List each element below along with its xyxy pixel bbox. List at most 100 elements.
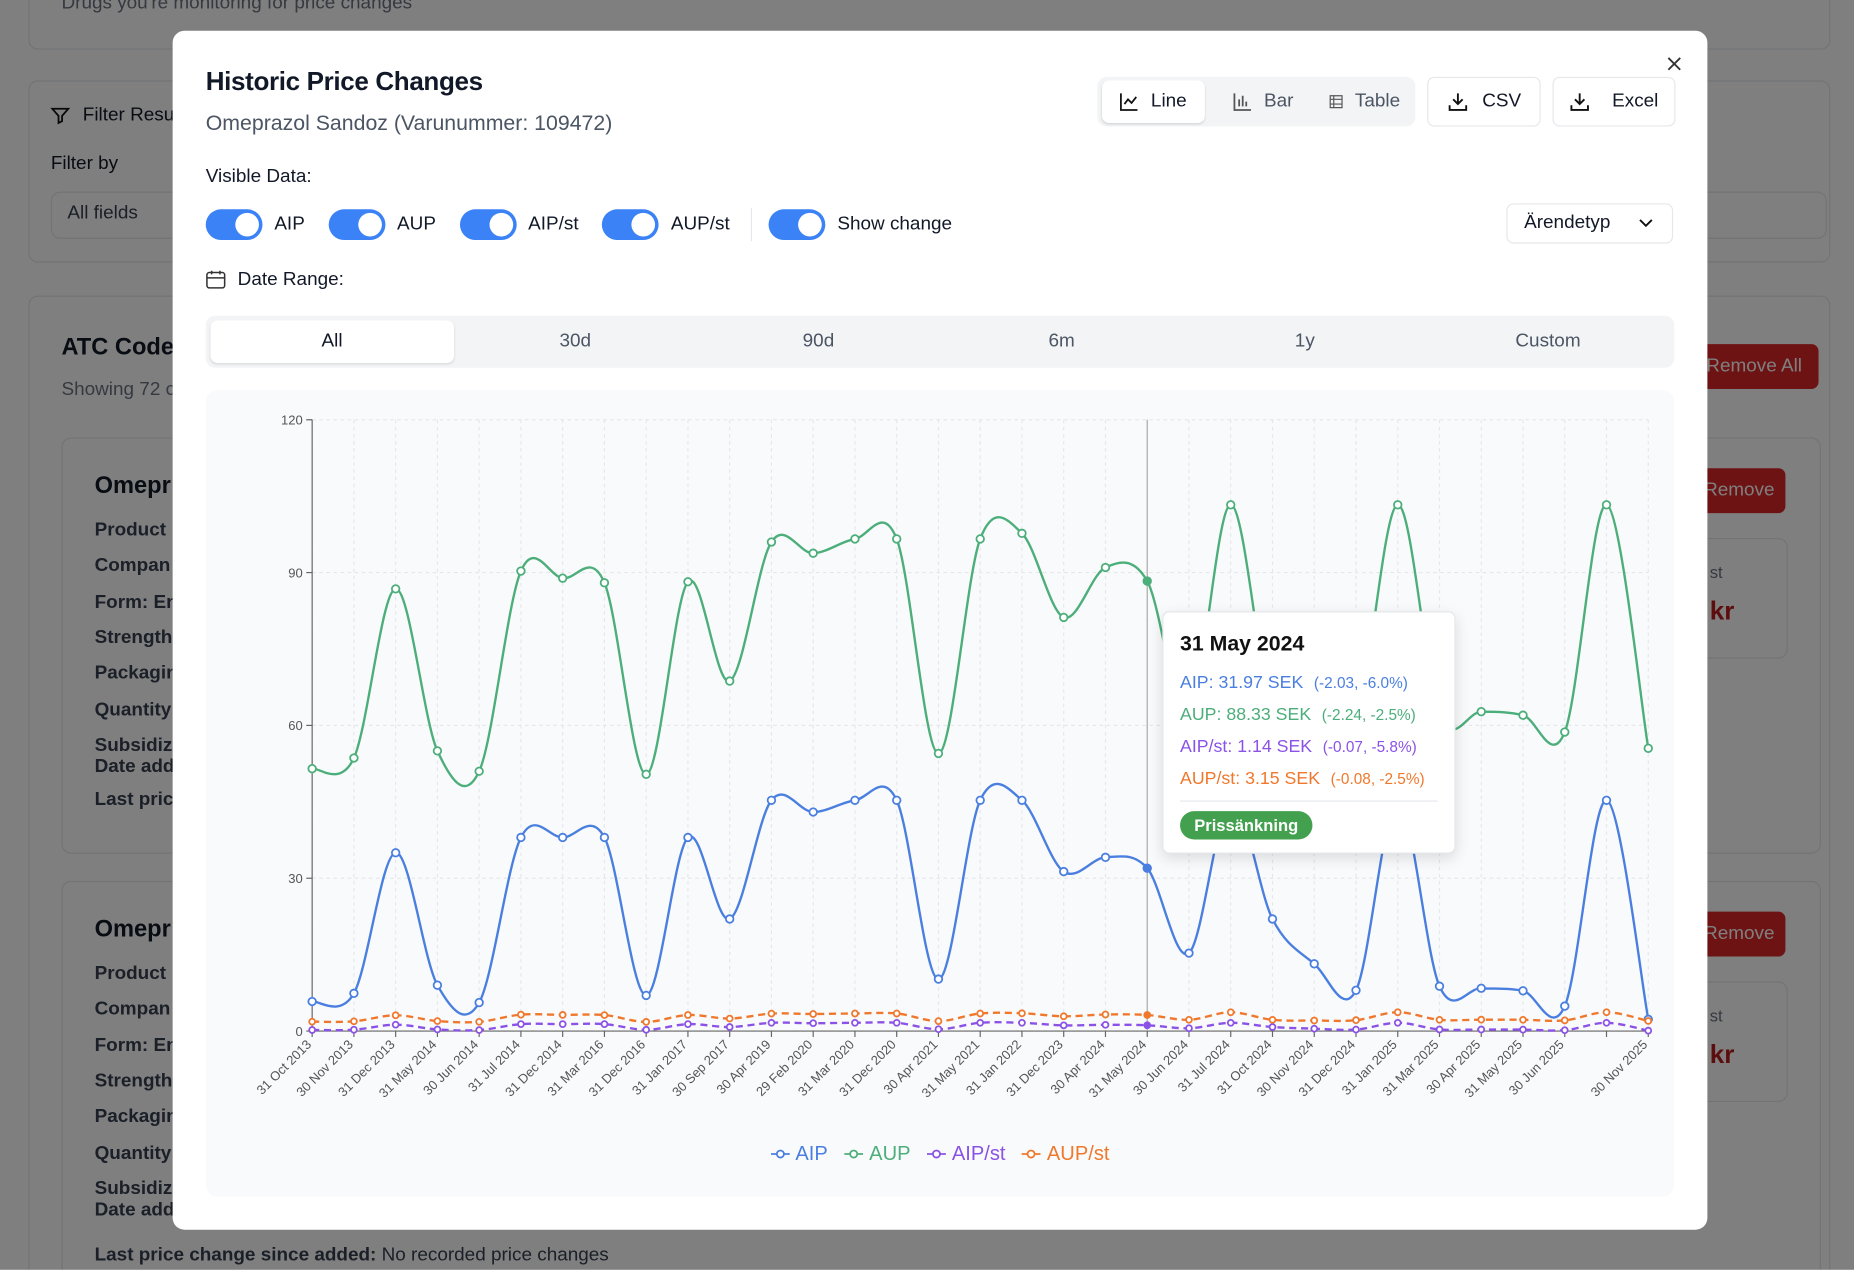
data-point [391, 1011, 400, 1020]
legend-item: AUP/st [1022, 1142, 1109, 1166]
legend-label: AIP/st [951, 1142, 1006, 1165]
data-point [808, 548, 818, 558]
data-point [1602, 1008, 1611, 1017]
toggle[interactable]: AIP [205, 209, 305, 241]
data-point [683, 832, 693, 843]
data-point [558, 1020, 567, 1028]
toggle[interactable]: Show change [768, 209, 953, 241]
data-point [1101, 1020, 1110, 1029]
data-point [1059, 1021, 1068, 1030]
date-range-tab[interactable]: 30d [559, 331, 592, 352]
case-type-select[interactable]: Ärendetyp [1506, 203, 1674, 244]
data-point [558, 573, 568, 583]
data-point [1185, 1024, 1193, 1033]
date-range-tabs: All 30d 90d 6m 1y Custom [205, 315, 1675, 368]
toggle[interactable]: AIP/st [459, 209, 579, 241]
data-point [1100, 852, 1111, 863]
data-point [766, 795, 777, 805]
data-point [1226, 1008, 1235, 1017]
y-tick-label: 90 [288, 565, 302, 580]
data-point [600, 1020, 609, 1028]
data-point [1017, 795, 1027, 805]
download-label: Excel [1612, 91, 1659, 112]
toggle-label: AIP [274, 214, 305, 235]
data-point [1226, 1018, 1235, 1027]
legend-dot [849, 1149, 859, 1159]
toggle-switch [768, 209, 826, 241]
data-point [1602, 1018, 1611, 1027]
data-point [808, 807, 818, 817]
data-point [1185, 1015, 1193, 1024]
download-label: CSV [1482, 91, 1522, 112]
line-icon [1120, 93, 1138, 111]
data-point [725, 1023, 734, 1031]
date-range-tab[interactable]: Custom [1515, 331, 1581, 352]
data-point [474, 997, 484, 1008]
view-line[interactable]: Line [1102, 80, 1205, 123]
data-point [1518, 986, 1528, 996]
data-point [725, 676, 735, 686]
legend-dot [775, 1149, 785, 1159]
data-point [517, 1010, 525, 1019]
data-point [976, 1009, 985, 1018]
data-point [975, 534, 985, 544]
tooltip-value: AIP: 31.97 SEK [1180, 672, 1304, 693]
date-range-tab[interactable]: 6m [1048, 331, 1075, 352]
download-icon [1570, 93, 1590, 111]
data-point [1643, 743, 1653, 753]
data-point [474, 766, 484, 776]
view-bar[interactable]: Bar [1213, 80, 1314, 123]
data-point [767, 1009, 776, 1018]
toggle-label: AUP/st [670, 214, 730, 235]
tooltip-value: AUP: 88.33 SEK [1180, 704, 1312, 725]
data-point [558, 1011, 567, 1019]
toggle[interactable]: AUP/st [602, 209, 730, 241]
toggle-switch [602, 209, 660, 241]
date-range-tab[interactable]: 90d [802, 331, 835, 352]
data-point [1519, 1015, 1527, 1024]
view-table[interactable]: Table [1314, 80, 1416, 123]
chart-container: 0 30 60 90 120 31 Oct 2013 30 Nov 2013 31 Dec 2… [205, 390, 1675, 1197]
data-point [1519, 1025, 1527, 1034]
view-active [1101, 80, 1205, 123]
data-point [1352, 1016, 1360, 1024]
close-button[interactable] [1665, 54, 1684, 73]
tooltip: 31 May 2024 AIP: 31.97 SEK (-2.03, -6.0%) A… [1162, 611, 1456, 854]
data-point [933, 974, 944, 984]
data-point [851, 1018, 859, 1027]
table-icon [1329, 95, 1343, 109]
date-range-tab[interactable]: 1y [1294, 331, 1315, 352]
data-point [1143, 1021, 1152, 1030]
data-point [684, 1011, 692, 1019]
data-point [308, 1017, 316, 1026]
legend-dot [932, 1149, 941, 1159]
tooltip-change: (-2.03, -6.0%) [1313, 673, 1408, 692]
data-point [1393, 1008, 1402, 1017]
toggle[interactable]: AUP [328, 209, 436, 241]
data-point [892, 1018, 901, 1027]
legend-label: AIP [795, 1142, 828, 1165]
data-point [766, 537, 777, 547]
data-point [1476, 983, 1486, 993]
data-point [390, 848, 401, 858]
data-point [1477, 1025, 1486, 1034]
date-range-tab[interactable]: All [210, 320, 454, 363]
toggle-label: Show change [837, 214, 953, 235]
data-point [641, 769, 651, 779]
csv-button[interactable]: CSV [1427, 76, 1541, 127]
data-point [1184, 948, 1194, 958]
data-point [1476, 706, 1486, 717]
data-point [1644, 1017, 1653, 1025]
data-point [390, 584, 401, 594]
data-point [1310, 1024, 1319, 1033]
data-point [683, 577, 693, 587]
visible-data-label: Visible Data: [205, 166, 312, 187]
y-tick-label: 120 [281, 412, 303, 427]
data-point [1226, 500, 1236, 510]
data-point [432, 746, 443, 756]
legend-icon [1022, 1149, 1041, 1159]
data-point [1101, 1010, 1110, 1019]
excel-button[interactable]: Excel [1552, 76, 1676, 127]
data-point [1352, 1025, 1360, 1034]
